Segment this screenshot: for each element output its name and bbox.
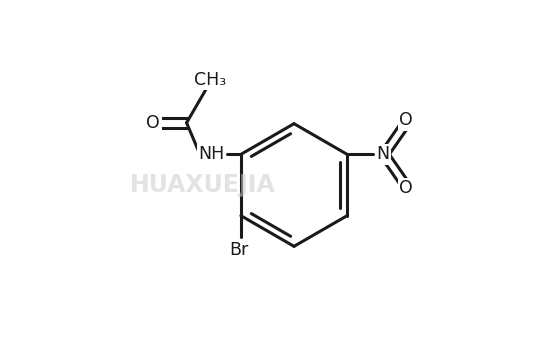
Text: O: O <box>399 111 413 129</box>
Text: NH: NH <box>198 145 224 163</box>
Text: HUAXUEJIA: HUAXUEJIA <box>130 173 276 197</box>
Text: Br: Br <box>230 241 249 259</box>
Text: O: O <box>399 179 413 197</box>
Text: O: O <box>146 114 160 132</box>
Text: N: N <box>376 145 389 163</box>
Text: CH₃: CH₃ <box>194 71 226 89</box>
